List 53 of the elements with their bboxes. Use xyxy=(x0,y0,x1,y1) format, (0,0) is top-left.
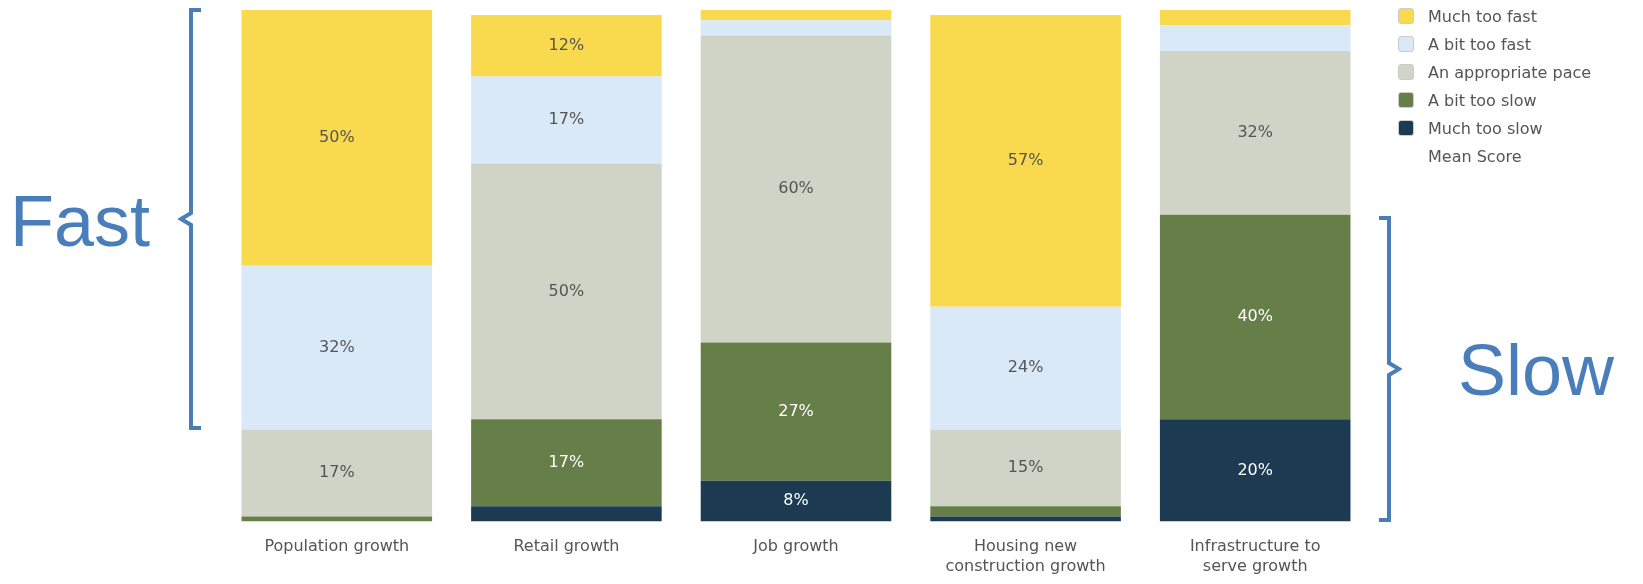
bar xyxy=(1159,50,1351,215)
bar xyxy=(700,10,892,21)
data-label: 40% xyxy=(1237,306,1273,326)
bar xyxy=(241,429,433,517)
data-label: 50% xyxy=(548,280,585,300)
legend-label: Much too fast xyxy=(1428,6,1537,26)
bar xyxy=(930,306,1121,430)
data-label: 24% xyxy=(1007,357,1044,377)
bar xyxy=(930,506,1121,517)
bar xyxy=(930,15,1121,307)
bar xyxy=(471,506,662,522)
legend-label: A bit too fast xyxy=(1428,34,1531,54)
data-label: 32% xyxy=(319,336,355,356)
data-label: 15% xyxy=(1007,457,1044,477)
bar xyxy=(1159,214,1351,420)
data-label: 50% xyxy=(319,127,355,147)
bar xyxy=(930,516,1121,522)
data-label: 60% xyxy=(778,178,814,198)
x-tick-label: Infrastructure to serve growth xyxy=(1189,536,1321,575)
bar xyxy=(1159,10,1351,26)
bar xyxy=(700,35,892,343)
data-label: 20% xyxy=(1237,459,1273,479)
x-tick-label: Housing new construction growth xyxy=(945,536,1106,575)
x-tick-label: Retail growth xyxy=(513,536,620,556)
data-label: 57% xyxy=(1007,150,1044,170)
bar xyxy=(471,163,662,420)
data-label: 17% xyxy=(548,451,585,471)
bar xyxy=(241,10,433,266)
bar xyxy=(700,480,892,522)
data-label: 17% xyxy=(319,462,355,482)
legend-label: Much too slow xyxy=(1428,118,1543,138)
bar xyxy=(471,15,662,77)
text: Mean Score xyxy=(1428,146,1522,166)
bar xyxy=(471,76,662,164)
text: Fast xyxy=(10,181,151,261)
data-label: 8% xyxy=(783,490,809,510)
bar xyxy=(471,419,662,507)
data-label: 27% xyxy=(778,400,814,420)
bar xyxy=(241,265,433,430)
bar xyxy=(700,20,892,36)
legend-label: An appropriate pace xyxy=(1428,62,1592,82)
text: Slow xyxy=(1458,330,1615,410)
bar xyxy=(700,342,892,481)
bar xyxy=(1159,419,1351,522)
x-tick-label: Job growth xyxy=(752,536,839,556)
data-label: 12% xyxy=(548,34,585,54)
x-tick-label: Population growth xyxy=(264,536,410,556)
bar xyxy=(930,429,1121,507)
bar xyxy=(1159,25,1351,51)
legend-label: A bit too slow xyxy=(1428,90,1537,110)
bar xyxy=(241,516,433,522)
data-label: 17% xyxy=(548,109,585,129)
data-label: 32% xyxy=(1237,121,1273,141)
